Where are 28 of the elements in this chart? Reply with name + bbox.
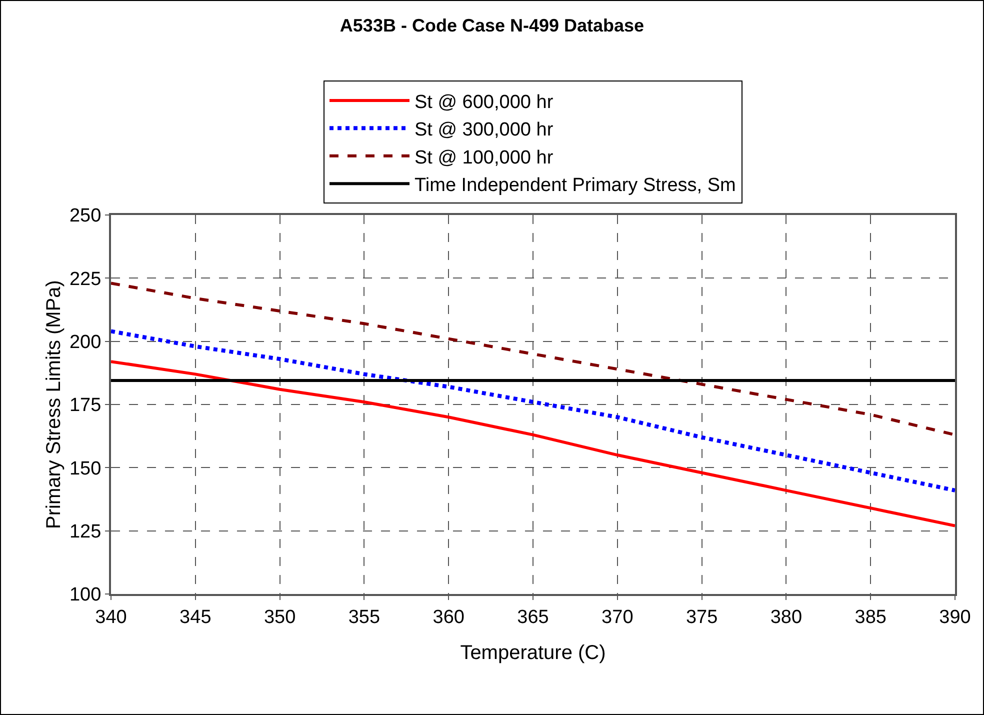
y-tick-label: 175 <box>69 395 102 416</box>
y-tick-label: 250 <box>69 206 102 227</box>
y-tick-label: 150 <box>69 458 102 480</box>
x-tick-label: 345 <box>180 606 212 628</box>
x-tick-label: 360 <box>432 606 464 628</box>
chart-title: A533B - Code Case N-499 Database <box>340 15 644 36</box>
line-series <box>111 360 955 528</box>
legend-label: St @ 300,000 hr <box>414 120 554 141</box>
legend-label: St @ 100,000 hr <box>414 147 554 168</box>
legend-label: Time Independent Primary Stress, Sm <box>414 174 736 196</box>
x-tick-label: 380 <box>770 606 802 628</box>
line-series <box>111 329 955 492</box>
legend-label: St @ 600,000 hr <box>414 92 554 113</box>
y-axis-title: Primary Stress Limits (MPa) <box>43 280 65 529</box>
y-tick-label: 125 <box>69 521 102 542</box>
x-tick-label: 385 <box>854 606 886 628</box>
line-series <box>111 282 955 436</box>
x-tick-label: 370 <box>602 606 634 628</box>
x-tick-label: 365 <box>517 606 549 628</box>
x-tick-label: 375 <box>686 606 718 628</box>
x-tick-label: 355 <box>348 606 380 628</box>
y-tick-label: 200 <box>69 332 102 353</box>
y-tick-label: 225 <box>69 268 102 290</box>
x-axis-title: Temperature (C) <box>460 642 606 664</box>
x-tick-label: 350 <box>264 606 296 628</box>
x-tick-label: 390 <box>939 606 971 628</box>
x-tick-label: 340 <box>95 606 127 628</box>
y-tick-label: 100 <box>69 584 102 606</box>
